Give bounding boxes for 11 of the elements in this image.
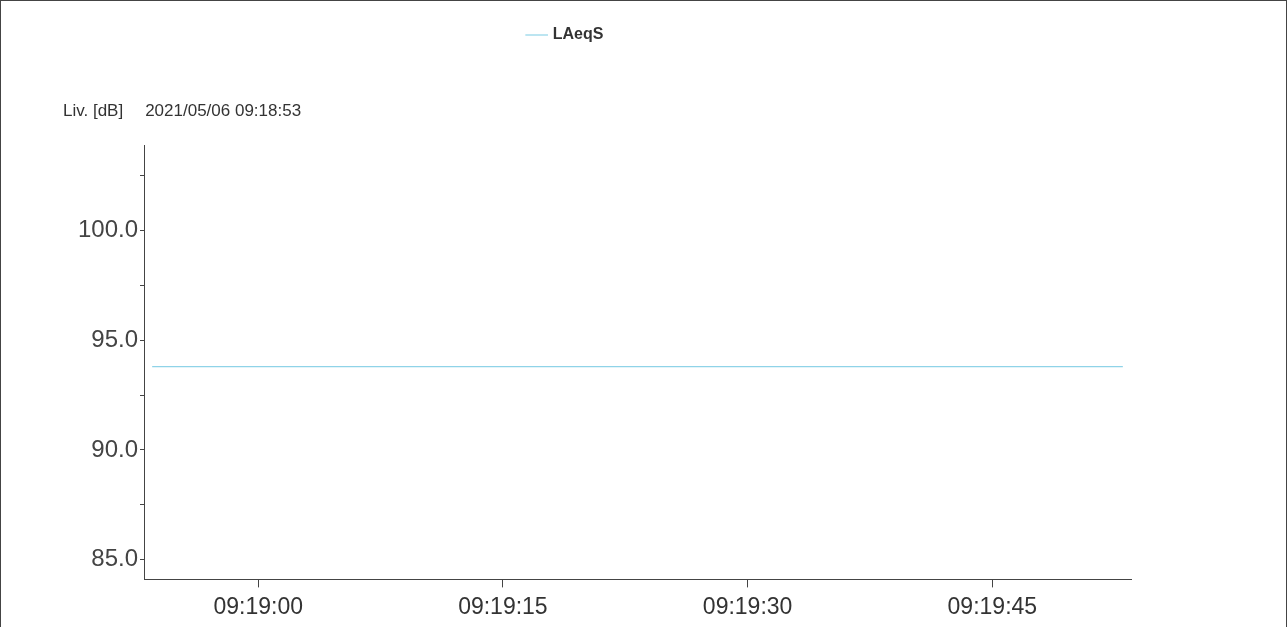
y-tick-label: 100.0 [77,215,138,243]
y-tick-label: 90.0 [91,434,138,462]
x-tick-label: 09:19:15 [458,592,548,619]
legend-label: LAeqS [552,25,604,43]
y-tick-label: 85.0 [91,544,138,572]
x-tick-label: 09:19:45 [947,592,1038,619]
y-tick-label: 95.0 [91,324,138,352]
x-tick-label: 09:19:00 [213,592,303,619]
x-tick-label: 09:19:30 [702,592,793,619]
chart-subtitle: 2021/05/06 09:18:53 [145,100,302,120]
y-axis-title: Liv. [dB] [63,100,124,120]
